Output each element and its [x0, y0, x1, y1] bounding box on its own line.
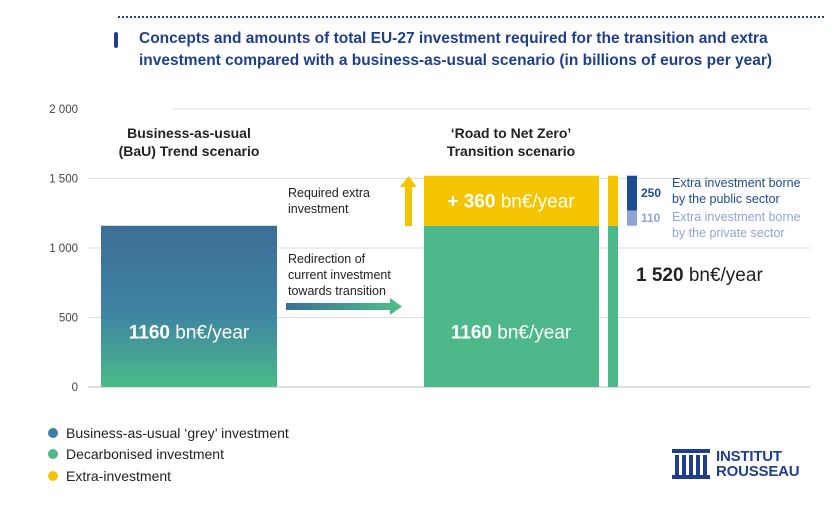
- legend-label-decarbonised: Decarbonised investment: [66, 446, 224, 463]
- bar-transition-decarbonised: [424, 225, 599, 387]
- logo-line1: INSTITUT: [716, 448, 782, 465]
- institut-rousseau-logo: INSTITUT ROUSSEAU: [672, 448, 800, 480]
- public-sector-label-line2: by the public sector: [672, 192, 780, 206]
- up-arrow-icon: [400, 176, 417, 226]
- bar-transition-value-label: 1160 bn€/year: [451, 322, 572, 343]
- redirection-label-line1: Redirection of: [288, 252, 366, 266]
- bar-transition-value: 1160: [451, 322, 492, 343]
- private-sector-label-line2: by the private sector: [672, 226, 785, 240]
- redirection-label-line3: towards transition: [288, 284, 386, 298]
- legend: Business-as-usual ‘grey’ investment Deca…: [48, 422, 289, 487]
- public-sector-label-line1: Extra investment borne: [672, 176, 801, 190]
- y-tick-label: 2 000: [49, 104, 78, 116]
- required-extra-label-line2: investment: [288, 202, 349, 216]
- legend-dot-decarbonised: [48, 449, 58, 460]
- legend-label-extra: Extra-investment: [66, 467, 172, 484]
- bar-bau-unit: bn€/year: [170, 322, 250, 343]
- title-accent: [114, 32, 118, 48]
- bar-total-decarbonised: [608, 225, 618, 387]
- bar-private-sector: [627, 210, 637, 226]
- scenario-label-bau-line2: (BaU) Trend scenario: [119, 143, 260, 159]
- total-unit: bn€/year: [684, 265, 764, 286]
- private-sector-value: 110: [641, 211, 661, 225]
- grid-mask: [88, 104, 172, 114]
- bar-extra-value: + 360: [447, 192, 495, 213]
- legend-item-extra: Extra-investment: [48, 465, 289, 487]
- bar-bau: [101, 225, 277, 387]
- legend-dot-bau: [48, 427, 58, 438]
- chart-title: Concepts and amounts of total EU-27 inve…: [139, 30, 773, 69]
- y-tick-label: 1 000: [49, 243, 78, 255]
- logo-text: INSTITUT ROUSSEAU: [716, 448, 800, 480]
- legend-item-decarbonised: Decarbonised investment: [48, 444, 289, 466]
- y-tick-label: 500: [59, 313, 78, 325]
- public-sector-value: 250: [641, 186, 661, 200]
- bar-transition-unit: bn€/year: [492, 322, 572, 343]
- redirection-label-line2: current investment: [288, 268, 391, 282]
- bar-extra-value-label: + 360 bn€/year: [447, 192, 575, 213]
- scenario-label-transition-line1: ‘Road to Net Zero’: [451, 125, 572, 141]
- legend-dot-extra: [48, 470, 58, 481]
- scenario-label-transition-line2: Transition scenario: [447, 143, 575, 159]
- total-value-label: 1 520 bn€/year: [636, 265, 763, 286]
- columns-logo-icon: [672, 449, 710, 479]
- y-tick-label: 0: [72, 382, 78, 394]
- legend-item-bau: Business-as-usual ‘grey’ investment: [48, 422, 289, 444]
- bar-total-extra: [608, 175, 618, 226]
- scenario-label-bau-line1: Business-as-usual: [127, 125, 251, 141]
- bar-bau-value-label: 1160 bn€/year: [129, 322, 250, 343]
- top-dotted-rule: [118, 16, 824, 18]
- bar-bau-value: 1160: [129, 322, 170, 343]
- bar-extra-unit: bn€/year: [495, 192, 575, 213]
- bar-transition-extra: [424, 175, 599, 226]
- bar-public-sector: [627, 175, 637, 211]
- right-arrow-icon: [286, 298, 402, 315]
- y-tick-label: 1 500: [49, 174, 78, 186]
- logo-line2: ROUSSEAU: [716, 463, 800, 480]
- total-value: 1 520: [636, 265, 684, 286]
- legend-label-bau: Business-as-usual ‘grey’ investment: [66, 424, 289, 441]
- required-extra-label-line1: Required extra: [288, 186, 370, 200]
- private-sector-label-line1: Extra investment borne: [672, 210, 801, 224]
